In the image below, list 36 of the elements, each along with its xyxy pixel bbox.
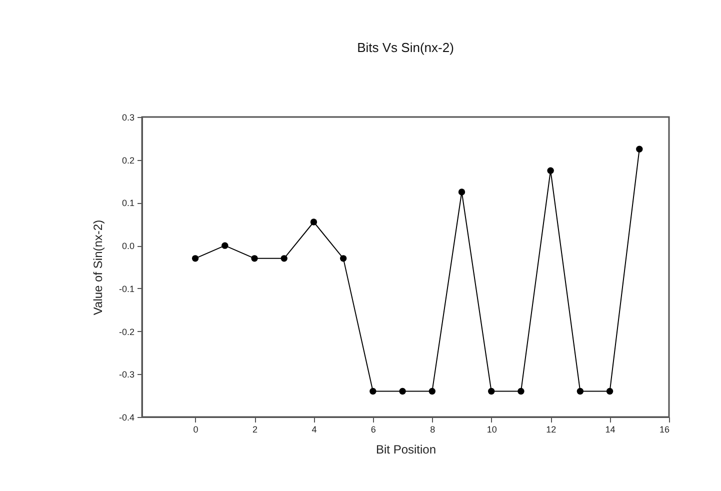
point bbox=[488, 388, 495, 395]
x-tick-label: 10 bbox=[486, 424, 497, 434]
point bbox=[547, 167, 554, 174]
point bbox=[428, 388, 436, 395]
x-tick-label: 16 bbox=[659, 424, 670, 434]
y-tick-label: 0.1 bbox=[122, 198, 134, 208]
point bbox=[251, 255, 258, 262]
x-tick-label: 14 bbox=[605, 424, 616, 434]
chart-title: Bits Vs Sin(nx-2) bbox=[357, 40, 454, 55]
y-tick-label: -0.2 bbox=[118, 326, 134, 337]
y-tick-label: -0.1 bbox=[118, 284, 134, 294]
point bbox=[636, 146, 643, 152]
y-tick-label: -0.3 bbox=[118, 370, 134, 380]
y-tick-label: 0.3 bbox=[122, 112, 134, 122]
point bbox=[518, 388, 524, 395]
point bbox=[310, 218, 318, 226]
x-tick-label: 0 bbox=[193, 424, 198, 434]
point bbox=[399, 388, 406, 395]
y-tick-label: -0.4 bbox=[118, 412, 134, 422]
point bbox=[280, 255, 288, 262]
point bbox=[458, 188, 466, 196]
point bbox=[370, 388, 376, 395]
x-tick-label: 8 bbox=[430, 424, 436, 434]
y-tick-label: 0.2 bbox=[122, 155, 134, 166]
x-axis-title: Bit Position bbox=[376, 442, 436, 456]
point bbox=[222, 242, 228, 249]
x-tick-label: 2 bbox=[252, 424, 258, 434]
x-tick-label: 6 bbox=[370, 424, 376, 434]
point bbox=[576, 388, 584, 395]
point bbox=[192, 255, 199, 262]
point bbox=[606, 388, 614, 395]
x-tick-label: 4 bbox=[312, 424, 317, 434]
y-tick-label: 0.0 bbox=[122, 241, 134, 252]
x-tick-label: 12 bbox=[546, 424, 556, 434]
y-axis-title: Value of Sin(nx-2) bbox=[90, 220, 105, 316]
point bbox=[340, 255, 347, 262]
